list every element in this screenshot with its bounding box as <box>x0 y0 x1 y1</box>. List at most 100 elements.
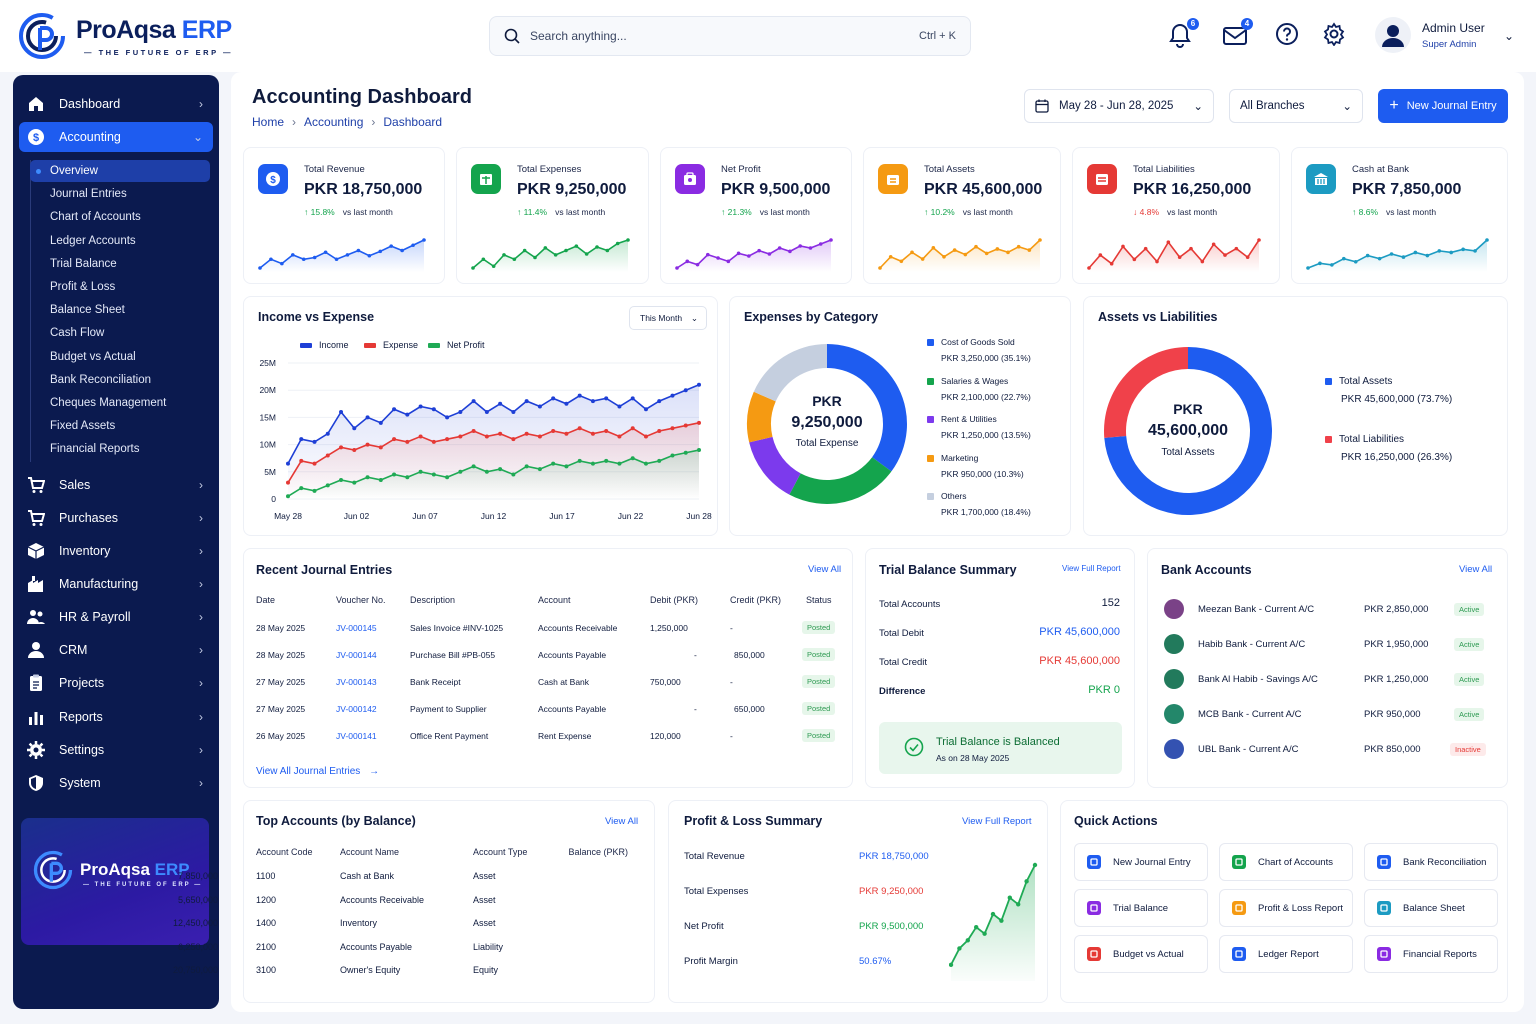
quick-action-budget-vs-actual[interactable]: Budget vs Actual <box>1074 935 1208 973</box>
sparkline-point <box>1177 255 1182 260</box>
quick-action-ledger-report[interactable]: Ledger Report <box>1219 935 1353 973</box>
voucher-link[interactable]: JV-000142 <box>336 704 377 714</box>
search-bar[interactable]: Search anything... Ctrl + K <box>489 16 971 56</box>
sparkline-point <box>1377 256 1382 261</box>
sidebar-sub-trial-balance[interactable]: Trial Balance <box>30 253 210 275</box>
pl-point <box>1032 862 1038 868</box>
table-header-description: Description <box>410 595 456 605</box>
sidebar-sub-financial-reports[interactable]: Financial Reports <box>30 438 210 460</box>
table-header-account-name: Account Name <box>340 847 400 857</box>
kpi-card-total-revenue[interactable]: $ Total Revenue PKR 18,750,000 ↑ 15.8% vs la… <box>243 147 445 284</box>
legend-item-rent-and-utilities: Rent & Utilities PKR 1,250,000 (13.5%) <box>927 414 1031 440</box>
settings-button[interactable] <box>1322 22 1350 50</box>
voucher-link[interactable]: JV-000144 <box>336 650 377 660</box>
chevron-right-icon: › <box>199 97 203 111</box>
trial-full-report-link[interactable]: View Full Report <box>1062 564 1121 573</box>
date-range-picker[interactable]: May 28 - Jun 28, 2025 ⌄ <box>1024 89 1214 123</box>
data-point <box>365 442 370 447</box>
sidebar-item-dashboard[interactable]: Dashboard › <box>19 89 213 119</box>
quick-action-financial-reports[interactable]: Financial Reports <box>1364 935 1498 973</box>
sidebar-sub-cheques-management[interactable]: Cheques Management <box>30 392 210 414</box>
pl-full-report-link[interactable]: View Full Report <box>962 816 1032 827</box>
sparkline-point <box>685 259 690 264</box>
sidebar-sub-cash-flow[interactable]: Cash Flow <box>30 322 210 344</box>
table-cell: 28 May 2025 <box>256 650 306 660</box>
sidebar-item-purchases[interactable]: Purchases › <box>19 503 213 533</box>
sidebar-sub-budget-vs-actual[interactable]: Budget vs Actual <box>30 346 210 368</box>
sidebar-item-settings[interactable]: Settings › <box>19 735 213 765</box>
period-select[interactable]: This Month ⌄ <box>629 306 707 330</box>
table-cell: 1,250,000 <box>650 623 688 633</box>
sidebar-sub-journal-entries[interactable]: Journal Entries <box>30 183 210 205</box>
search-icon <box>504 28 520 44</box>
sidebar-item-reports[interactable]: Reports › <box>19 702 213 732</box>
voucher-link[interactable]: JV-000143 <box>336 677 377 687</box>
sidebar-item-inventory[interactable]: Inventory › <box>19 536 213 566</box>
sidebar-sub-balance-sheet[interactable]: Balance Sheet <box>30 299 210 321</box>
sidebar-item-manufacturing[interactable]: Manufacturing › <box>19 569 213 599</box>
status-badge: Posted <box>802 702 836 715</box>
chevron-right-icon: › <box>199 743 203 757</box>
user-menu-chevron-icon[interactable]: ⌄ <box>1504 29 1515 43</box>
sparkline-point <box>818 242 823 246</box>
branch-label: All Branches <box>1240 100 1305 112</box>
legend-income: Income <box>300 340 349 350</box>
messages-button[interactable]: 4 <box>1222 18 1253 50</box>
data-point <box>418 434 423 439</box>
kpi-label: Total Liabilities <box>1133 164 1195 175</box>
user-avatar[interactable] <box>1374 16 1412 54</box>
search-shortcut: Ctrl + K <box>919 30 956 42</box>
journal-view-all-link[interactable]: View All <box>808 564 842 575</box>
sidebar-sub-ledger-accounts[interactable]: Ledger Accounts <box>30 230 210 252</box>
bank-title: Bank Accounts <box>1161 563 1252 577</box>
sidebar-item-system[interactable]: System › <box>19 768 213 798</box>
help-button[interactable] <box>1275 22 1303 50</box>
sidebar-item-sales[interactable]: Sales › <box>19 470 213 500</box>
sidebar-sub-fixed-assets[interactable]: Fixed Assets <box>30 415 210 437</box>
quick-action-profit-and-loss-report[interactable]: Profit & Loss Report <box>1219 889 1353 927</box>
kpi-card-net-profit[interactable]: Net Profit PKR 9,500,000 ↑ 21.3% vs last mo… <box>660 147 852 284</box>
breadcrumb-accounting[interactable]: Accounting <box>304 115 364 129</box>
notifications-button[interactable]: 6 <box>1168 18 1199 50</box>
data-point <box>511 472 516 477</box>
expenses-donut-chart <box>747 344 907 504</box>
pl-label-total-revenue: Total Revenue <box>684 851 745 862</box>
kpi-compare-label: vs last month <box>759 207 810 217</box>
kpi-card-cash-at-bank[interactable]: Cash at Bank PKR 7,850,000 ↑ 8.6% vs last m… <box>1291 147 1508 284</box>
sidebar-sub-overview[interactable]: Overview <box>30 160 210 182</box>
sparkline-line <box>676 239 832 269</box>
new-journal-entry-button[interactable]: + New Journal Entry <box>1378 89 1508 123</box>
kpi-card-total-liabilities[interactable]: Total Liabilities PKR 16,250,000 ↓ 4.8% vs … <box>1072 147 1280 284</box>
branch-select[interactable]: All Branches ⌄ <box>1229 89 1363 123</box>
sidebar-item-hr-and-payroll[interactable]: HR & Payroll › <box>19 602 213 632</box>
quick-action-trial-balance[interactable]: Trial Balance <box>1074 889 1208 927</box>
voucher-link[interactable]: JV-000141 <box>336 731 377 741</box>
legend-label: Salaries & Wages <box>941 375 1009 386</box>
sidebar-sub-chart-of-accounts[interactable]: Chart of Accounts <box>30 206 210 228</box>
logo-icon[interactable] <box>18 12 66 60</box>
sidebar-item-accounting[interactable]: $ Accounting ⌄ <box>19 122 213 152</box>
top-accounts-view-all-link[interactable]: View All <box>605 816 639 827</box>
kpi-card-total-expenses[interactable]: Total Expenses PKR 9,250,000 ↑ 11.4% vs las… <box>456 147 649 284</box>
sidebar-sub-bank-reconciliation[interactable]: Bank Reconciliation <box>30 369 210 391</box>
quick-action-chart-of-accounts[interactable]: Chart of Accounts <box>1219 843 1353 881</box>
sidebar-sub-profit-and-loss[interactable]: Profit & Loss <box>30 276 210 298</box>
y-tick-label: 15M <box>259 412 276 422</box>
sidebar-item-crm[interactable]: CRM › <box>19 635 213 665</box>
pl-point <box>1016 902 1021 907</box>
expense-center-value: 9,250,000 <box>791 414 863 431</box>
bank-view-all-link[interactable]: View All <box>1459 564 1493 575</box>
breadcrumb-home[interactable]: Home <box>252 115 285 129</box>
legend-item-salaries-and-wages: Salaries & Wages PKR 2,100,000 (22.7%) <box>927 376 1031 402</box>
sparkline-point <box>301 257 306 262</box>
sidebar-item-label: Dashboard <box>59 97 121 111</box>
quick-action-balance-sheet[interactable]: Balance Sheet <box>1364 889 1498 927</box>
sidebar-item-projects[interactable]: Projects › <box>19 668 213 698</box>
view-all-journal-link[interactable]: View All Journal Entries → <box>256 766 380 777</box>
quick-action-label: Ledger Report <box>1258 948 1319 960</box>
voucher-link[interactable]: JV-000145 <box>336 623 377 633</box>
quick-action-new-journal-entry[interactable]: New Journal Entry <box>1074 843 1208 881</box>
kpi-card-total-assets[interactable]: Total Assets PKR 45,600,000 ↑ 10.2% vs last… <box>863 147 1061 284</box>
search-input[interactable]: Search anything... <box>530 29 627 43</box>
quick-action-bank-reconciliation[interactable]: Bank Reconciliation <box>1364 843 1498 881</box>
